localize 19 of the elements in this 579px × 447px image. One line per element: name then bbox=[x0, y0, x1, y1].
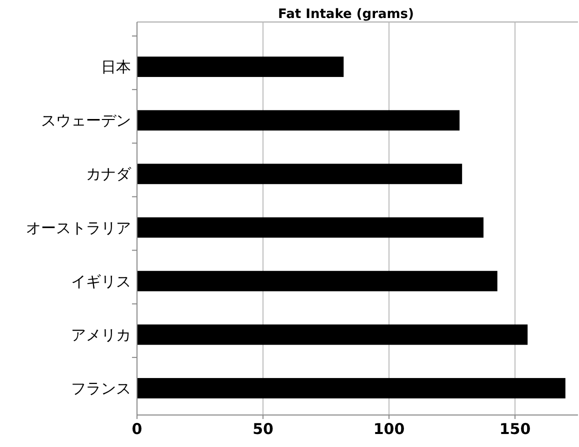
bar bbox=[137, 56, 344, 77]
bar bbox=[137, 378, 566, 398]
y-tick-label: カナダ bbox=[86, 165, 132, 184]
y-tick-label: イギリス bbox=[71, 272, 131, 290]
x-tick-label: 50 bbox=[252, 420, 274, 438]
y-tick-label: スウェーデン bbox=[41, 112, 131, 130]
y-tick-label: 日本 bbox=[101, 58, 131, 76]
chart-title: Fat Intake (grams) bbox=[278, 7, 414, 22]
bar bbox=[137, 270, 498, 292]
bar bbox=[137, 217, 484, 238]
y-tick-label: フランス bbox=[71, 379, 131, 398]
x-tick-label: 0 bbox=[132, 420, 142, 438]
x-tick-label: 100 bbox=[373, 420, 405, 438]
bar bbox=[137, 164, 462, 184]
bar bbox=[137, 110, 460, 131]
bar bbox=[137, 324, 528, 345]
y-tick-label: アメリカ bbox=[71, 326, 131, 344]
y-tick-label: オーストラリア bbox=[26, 218, 131, 237]
x-tick-label: 150 bbox=[499, 420, 531, 438]
